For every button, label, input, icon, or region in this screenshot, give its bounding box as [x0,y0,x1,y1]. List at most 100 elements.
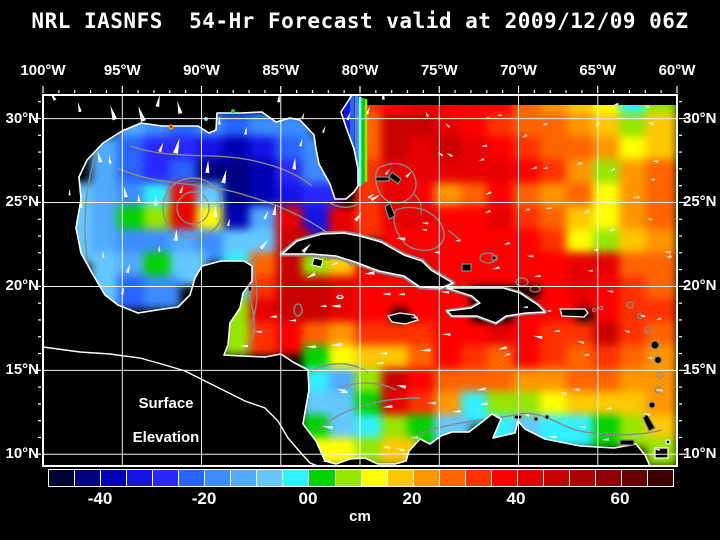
current-arrow [319,304,327,308]
current-arrow [647,122,654,125]
lon-label: 80°W [341,62,379,79]
isle-of-youth [311,257,324,268]
current-arrow [534,274,541,278]
current-arrow [381,95,385,100]
current-arrow [155,95,160,107]
current-arrow [426,401,436,405]
current-arrow [583,209,589,214]
pacific-coastline [43,346,319,466]
current-arrow [177,101,183,114]
current-arrow [609,167,616,172]
current-arrow [644,105,650,109]
colorbar [48,469,674,487]
lon-label: 100°W [20,62,66,79]
gulf-caribbean-coastline [75,95,651,466]
current-arrow [437,151,444,157]
colorbar-cell [334,470,361,486]
colorbar-cell [542,470,569,486]
current-arrow [479,402,488,405]
current-arrow [579,426,586,429]
current-arrow [633,196,640,199]
colorbar-cell [308,470,335,486]
current-arrow [301,243,312,254]
jamaica [386,312,420,325]
current-arrow [385,168,391,175]
current-arrow [547,435,557,439]
lat-label-left: 15°N [5,361,39,379]
current-arrow [346,111,351,121]
current-arrow [51,95,57,101]
current-arrow [78,102,82,113]
colorbar-cell [412,470,439,486]
current-arrow [138,105,146,122]
colorbar-cell [152,470,179,486]
colorbar-cell [74,470,101,486]
current-arrow [239,344,248,348]
current-arrow [524,208,530,211]
plot-border [42,94,678,467]
colorbar-cell [204,470,231,486]
lon-label: 90°W [183,62,220,79]
hispaniola [446,287,546,324]
colorbar-tick-label: -40 [87,489,113,508]
current-arrow [485,209,491,214]
current-arrow [606,290,614,293]
current-arrow [68,188,71,196]
colorbar-cell [438,470,465,486]
current-arrow [226,218,230,227]
current-arrow [546,309,552,312]
lat-label-left: 25°N [5,193,39,211]
colorbar-cell [230,470,257,486]
current-arrow [575,162,583,165]
current-arrow [354,211,362,222]
colorbar-tick-label: 40 [506,489,526,508]
current-arrow [381,292,391,296]
lat-label-right: 25°N [683,193,717,211]
current-arrow [425,111,429,118]
current-arrow [608,228,615,232]
current-arrow [560,392,567,395]
lat-label-right: 30°N [683,109,717,127]
current-arrow [120,286,125,295]
current-arrow [503,241,510,245]
current-arrow [154,196,157,206]
cuba [281,232,454,289]
current-arrow [421,228,427,232]
current-arrow [646,357,653,360]
current-arrow [259,239,268,250]
current-arrow [664,251,671,254]
islands [247,171,671,459]
current-arrow [405,171,412,178]
current-arrow [321,125,326,134]
colorbar-cell [256,470,283,486]
lat-label-left: 30°N [5,109,39,127]
colorbar-tick-label: 20 [402,489,422,508]
current-arrow [330,342,342,347]
current-arrow [173,138,180,154]
current-arrow [503,352,511,357]
current-arrow [123,186,128,198]
lon-label: 85°W [262,62,300,79]
current-arrow [421,222,429,225]
current-arrow [306,272,316,279]
annotation-elevation: Elevation [132,429,200,446]
colorbar-cell [282,470,309,486]
current-arrow [305,345,316,349]
current-arrow [446,153,453,158]
lat-label-right: 20°N [683,277,717,295]
current-arrow [254,330,262,333]
current-arrow [410,436,419,439]
current-arrow [440,291,450,294]
current-arrow [299,138,303,147]
current-arrow [158,142,164,153]
current-arrow [339,390,348,394]
colorbar-cell [360,470,387,486]
current-arrow [370,195,381,202]
lat-label-left: 20°N [5,277,39,295]
current-arrow [481,144,487,147]
colorbar-cell [516,470,543,486]
current-arrow [322,459,331,463]
current-arrow [601,437,610,441]
lon-label: 65°W [579,62,617,79]
